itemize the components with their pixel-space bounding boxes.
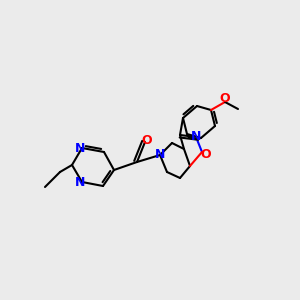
Text: N: N [191, 130, 201, 143]
Text: O: O [201, 148, 211, 160]
Text: N: N [75, 176, 85, 188]
Text: N: N [75, 142, 85, 154]
Text: O: O [220, 92, 230, 106]
Text: O: O [142, 134, 152, 146]
Text: N: N [155, 148, 165, 161]
